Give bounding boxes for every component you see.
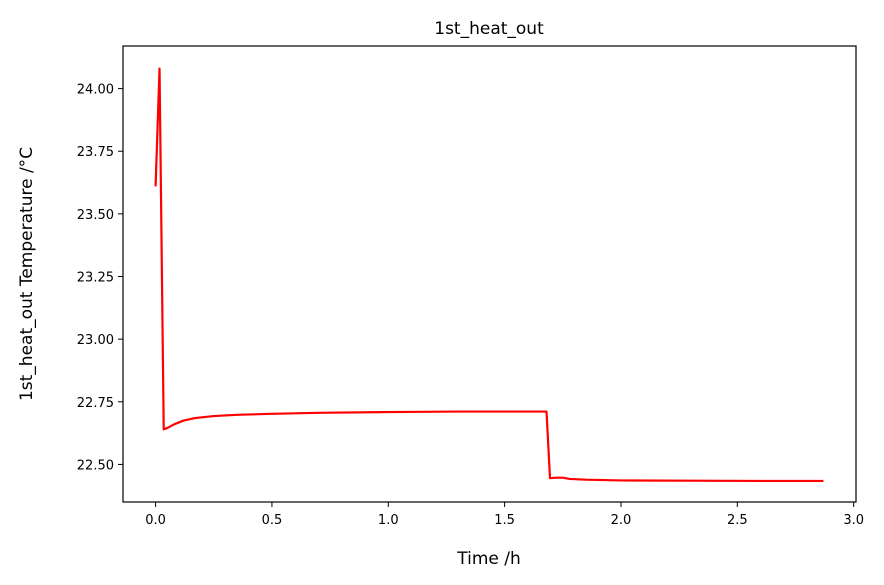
axes-frame — [122, 45, 857, 503]
x-tick-label: 2.0 — [611, 513, 632, 528]
x-axis-label: Time /h — [456, 549, 521, 569]
y-tick-label: 23.25 — [77, 271, 114, 286]
x-tick-label: 1.0 — [378, 513, 399, 528]
y-tick-label: 23.75 — [77, 145, 114, 160]
x-tick-label: 0.5 — [262, 513, 283, 528]
y-tick-label: 22.75 — [77, 396, 114, 411]
x-tick-label: 2.5 — [727, 513, 748, 528]
y-axis-label: 1st_heat_out Temperature /°C — [17, 147, 37, 401]
y-tick-label: 23.50 — [77, 208, 114, 223]
series-line — [154, 67, 824, 483]
x-tick-label: 3.0 — [843, 513, 864, 528]
x-tick-label: 1.5 — [494, 513, 515, 528]
y-axis: 22.50 22.75 23.00 23.25 23.50 23.75 24.00 — [77, 83, 123, 473]
y-tick-label: 24.00 — [77, 83, 114, 98]
x-axis: 0.0 0.5 1.0 1.5 2.0 2.5 3.0 — [145, 502, 864, 528]
x-tick-label: 0.0 — [145, 513, 166, 528]
chart-title: 1st_heat_out — [434, 19, 544, 39]
y-tick-label: 22.50 — [77, 458, 114, 473]
plot-area — [122, 45, 857, 503]
y-tick-label: 23.00 — [77, 333, 114, 348]
